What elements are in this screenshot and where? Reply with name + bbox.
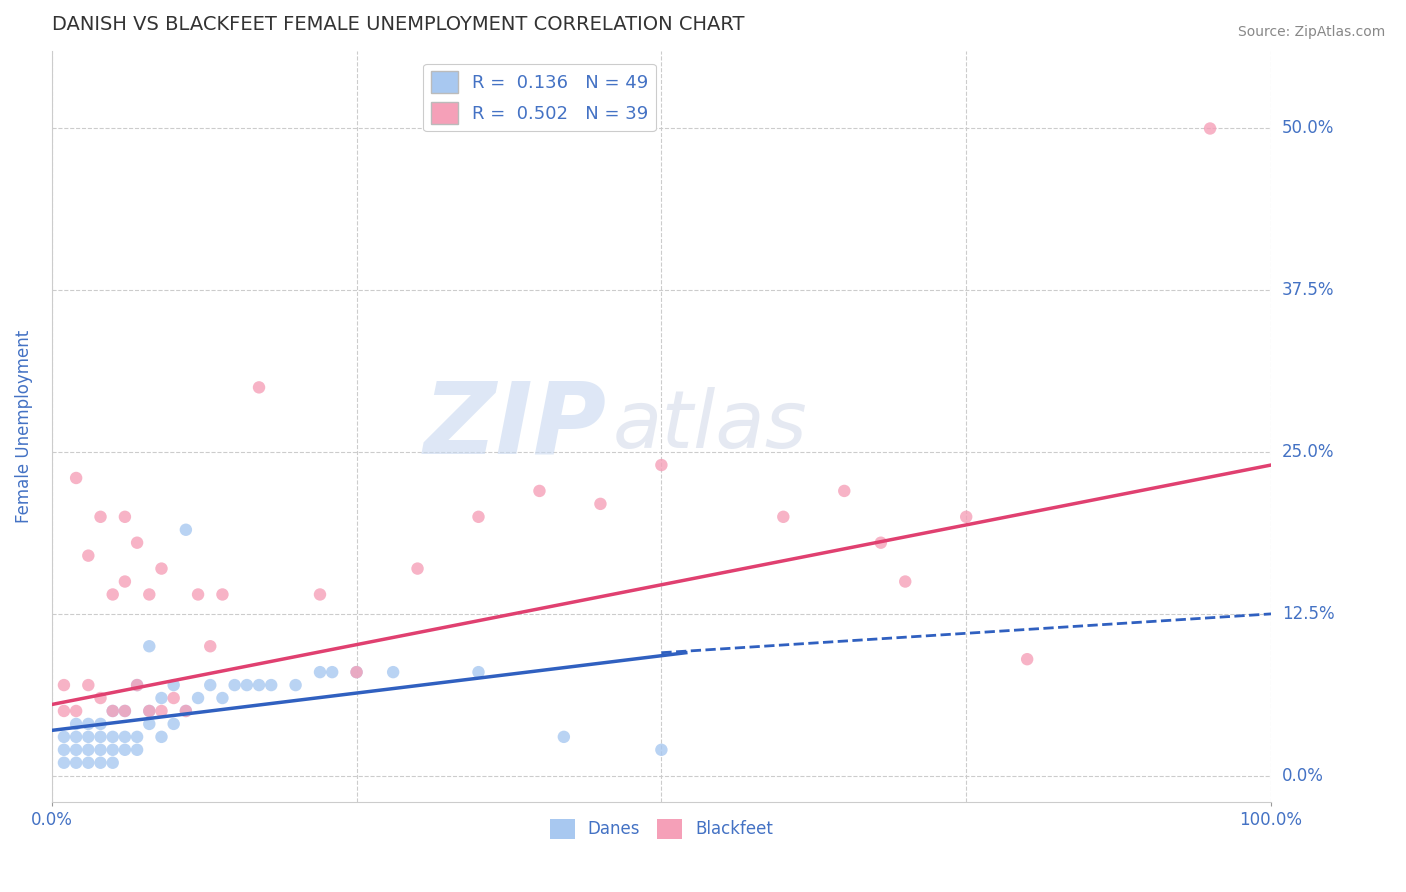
Point xyxy=(52,730,75,744)
Point xyxy=(150,691,173,706)
Text: 37.5%: 37.5% xyxy=(1282,281,1334,300)
Point xyxy=(65,471,87,485)
Point xyxy=(101,704,124,718)
Point xyxy=(89,756,111,770)
Point xyxy=(187,587,209,601)
Point xyxy=(247,678,270,692)
Point xyxy=(101,756,124,770)
Point xyxy=(65,756,87,770)
Point xyxy=(553,730,575,744)
Point xyxy=(163,678,186,692)
Point xyxy=(309,665,332,680)
Point xyxy=(138,704,160,718)
Point xyxy=(89,730,111,744)
Point xyxy=(114,574,136,589)
Point xyxy=(52,743,75,757)
Point xyxy=(138,639,160,653)
Text: 25.0%: 25.0% xyxy=(1282,443,1334,461)
Point xyxy=(211,587,233,601)
Legend: Danes, Blackfeet: Danes, Blackfeet xyxy=(543,812,780,846)
Point xyxy=(955,509,977,524)
Point xyxy=(77,743,100,757)
Point xyxy=(127,535,149,549)
Point xyxy=(163,691,186,706)
Point xyxy=(174,704,197,718)
Point xyxy=(260,678,283,692)
Point xyxy=(174,704,197,718)
Point xyxy=(832,483,855,498)
Point xyxy=(346,665,368,680)
Point xyxy=(52,704,75,718)
Point xyxy=(127,678,149,692)
Point xyxy=(138,704,160,718)
Point xyxy=(77,549,100,563)
Point xyxy=(467,509,489,524)
Point xyxy=(77,756,100,770)
Point xyxy=(77,717,100,731)
Point xyxy=(89,743,111,757)
Point xyxy=(589,497,612,511)
Point xyxy=(114,704,136,718)
Point xyxy=(101,587,124,601)
Point xyxy=(52,756,75,770)
Point xyxy=(309,587,332,601)
Point xyxy=(138,717,160,731)
Point xyxy=(1017,652,1039,666)
Point xyxy=(101,730,124,744)
Point xyxy=(150,730,173,744)
Point xyxy=(127,678,149,692)
Point xyxy=(382,665,405,680)
Point xyxy=(89,509,111,524)
Point xyxy=(114,730,136,744)
Point xyxy=(52,678,75,692)
Point xyxy=(77,730,100,744)
Point xyxy=(127,730,149,744)
Point xyxy=(114,704,136,718)
Point xyxy=(529,483,551,498)
Point xyxy=(77,678,100,692)
Point xyxy=(127,743,149,757)
Y-axis label: Female Unemployment: Female Unemployment xyxy=(15,329,32,523)
Text: Source: ZipAtlas.com: Source: ZipAtlas.com xyxy=(1237,25,1385,39)
Point xyxy=(65,717,87,731)
Point xyxy=(406,561,429,575)
Point xyxy=(65,730,87,744)
Text: ZIP: ZIP xyxy=(423,377,606,475)
Point xyxy=(650,458,672,472)
Point xyxy=(101,704,124,718)
Point xyxy=(187,691,209,706)
Point xyxy=(321,665,343,680)
Point xyxy=(163,717,186,731)
Point xyxy=(200,678,222,692)
Point xyxy=(89,717,111,731)
Point xyxy=(1199,121,1222,136)
Point xyxy=(211,691,233,706)
Point xyxy=(65,704,87,718)
Point xyxy=(114,743,136,757)
Point xyxy=(138,587,160,601)
Point xyxy=(869,535,891,549)
Point xyxy=(150,704,173,718)
Text: 12.5%: 12.5% xyxy=(1282,605,1334,623)
Point xyxy=(150,561,173,575)
Point xyxy=(247,380,270,394)
Text: atlas: atlas xyxy=(613,387,807,466)
Point xyxy=(650,743,672,757)
Point xyxy=(346,665,368,680)
Point xyxy=(236,678,259,692)
Point xyxy=(114,509,136,524)
Point xyxy=(65,743,87,757)
Point xyxy=(200,639,222,653)
Point xyxy=(174,523,197,537)
Point xyxy=(224,678,246,692)
Point xyxy=(894,574,917,589)
Point xyxy=(467,665,489,680)
Point xyxy=(89,691,111,706)
Point xyxy=(101,743,124,757)
Point xyxy=(284,678,307,692)
Text: DANISH VS BLACKFEET FEMALE UNEMPLOYMENT CORRELATION CHART: DANISH VS BLACKFEET FEMALE UNEMPLOYMENT … xyxy=(52,15,744,34)
Text: 0.0%: 0.0% xyxy=(1282,767,1324,785)
Text: 50.0%: 50.0% xyxy=(1282,120,1334,137)
Point xyxy=(772,509,794,524)
